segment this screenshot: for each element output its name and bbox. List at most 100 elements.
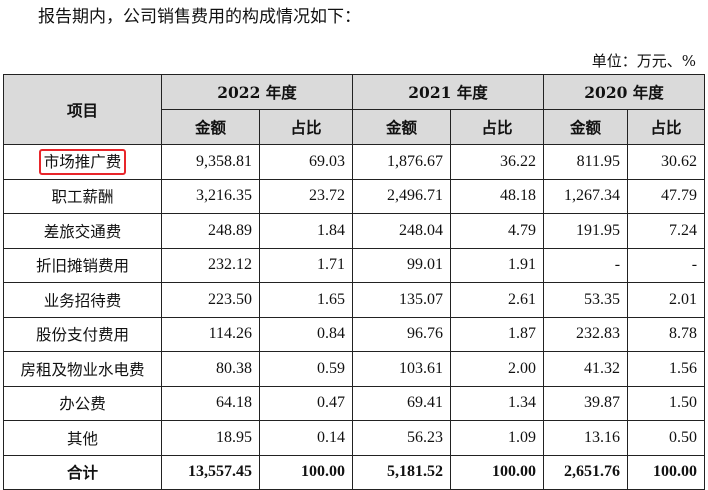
row-label-cell: 股份支付费用 — [3, 316, 162, 352]
cell-amount-2020: 41.32 — [543, 351, 629, 387]
cell-ratio-2020: 100.00 — [627, 454, 706, 490]
cell-ratio-2021: 36.22 — [450, 144, 545, 180]
header-row-years: 项目 2022 年度 2021 年度 2020 年度 — [3, 74, 706, 145]
cell-amount-2022: 114.26 — [161, 316, 260, 352]
table-row: 市场推广费 9,358.81 69.03 1,876.67 36.22 811.95 30.… — [3, 144, 706, 180]
cell-ratio-2021: 2.61 — [450, 282, 545, 318]
cell-ratio-2020: 0.50 — [627, 420, 706, 456]
row-label: 其他 — [66, 429, 98, 448]
row-label-cell: 办公费 — [3, 385, 162, 421]
table-row: 房租及物业水电费 80.38 0.59 103.61 2.00 41.32 1.56 — [3, 351, 706, 387]
row-label: 职工薪酬 — [51, 188, 114, 207]
cell-amount-2022: 13,557.45 — [161, 454, 260, 490]
cell-amount-2022: 64.18 — [161, 385, 260, 421]
cell-ratio-2022: 1.65 — [258, 282, 354, 318]
cell-ratio-2021: 2.00 — [450, 351, 545, 387]
table-row: 职工薪酬 3,216.35 23.72 2,496.71 48.18 1,267.34 47… — [3, 178, 706, 214]
amount-header: 金额 — [352, 109, 452, 145]
cell-amount-2022: 3,216.35 — [161, 178, 260, 214]
table-row: 办公费 64.18 0.47 69.41 1.34 39.87 1.50 — [3, 385, 706, 421]
cell-ratio-2020: 8.78 — [627, 316, 706, 352]
row-label-cell: 差旅交通费 — [3, 213, 162, 249]
cell-ratio-2020: - — [627, 247, 706, 283]
row-label: 办公费 — [59, 395, 106, 414]
cell-amount-2021: 69.41 — [352, 385, 452, 421]
table-row: 其他 18.95 0.14 56.23 1.09 13.16 0.50 — [3, 420, 706, 456]
unit-note: 单位：万元、% — [591, 52, 696, 70]
table-row: 差旅交通费 248.89 1.84 248.04 4.79 191.95 7.24 — [3, 213, 706, 249]
amount-header: 金额 — [543, 109, 629, 145]
table-body: 市场推广费 9,358.81 69.03 1,876.67 36.22 811.95 30.… — [3, 144, 706, 490]
year-header-2022: 2022 年度 — [160, 74, 354, 110]
cell-ratio-2020: 1.56 — [627, 351, 706, 387]
cell-amount-2021: 103.61 — [352, 351, 452, 387]
row-label-cell: 折旧摊销费用 — [3, 247, 162, 283]
ratio-header: 占比 — [450, 109, 545, 145]
cell-ratio-2020: 7.24 — [627, 213, 706, 249]
cell-amount-2020: 811.95 — [543, 144, 629, 180]
cell-amount-2020: 2,651.76 — [543, 454, 629, 490]
cell-amount-2021: 2,496.71 — [352, 178, 452, 214]
cell-ratio-2021: 1.87 — [450, 316, 545, 352]
cell-ratio-2022: 1.84 — [258, 213, 354, 249]
year-header-2021: 2021 年度 — [352, 74, 545, 110]
row-label: 股份支付费用 — [35, 326, 129, 345]
row-label: 合计 — [66, 463, 98, 483]
total-row: 合计 13,557.45 100.00 5,181.52 100.00 2,651.76 1… — [3, 454, 706, 490]
row-label: 房租及物业水电费 — [20, 360, 145, 379]
cell-amount-2021: 96.76 — [352, 316, 452, 352]
ratio-header: 占比 — [627, 109, 706, 145]
cell-ratio-2022: 0.59 — [258, 351, 354, 387]
cell-ratio-2021: 1.91 — [450, 247, 545, 283]
cell-ratio-2022: 0.47 — [258, 385, 354, 421]
cell-amount-2022: 223.50 — [161, 282, 260, 318]
cell-amount-2020: - — [543, 247, 629, 283]
cell-amount-2020: 13.16 — [543, 420, 629, 456]
cell-ratio-2022: 0.84 — [258, 316, 354, 352]
cell-amount-2021: 248.04 — [352, 213, 452, 249]
cell-amount-2021: 135.07 — [352, 282, 452, 318]
cell-ratio-2021: 1.09 — [450, 420, 545, 456]
cell-ratio-2021: 100.00 — [450, 454, 545, 490]
row-label-cell: 合计 — [3, 454, 162, 490]
cell-amount-2021: 99.01 — [352, 247, 452, 283]
intro-text: 报告期内，公司销售费用的构成情况如下： — [38, 7, 361, 27]
cell-ratio-2020: 1.50 — [627, 385, 706, 421]
ratio-header: 占比 — [258, 109, 354, 145]
cell-amount-2020: 39.87 — [543, 385, 629, 421]
cell-amount-2022: 80.38 — [161, 351, 260, 387]
cell-amount-2020: 1,267.34 — [543, 178, 629, 214]
cell-ratio-2020: 2.01 — [627, 282, 706, 318]
table-row: 业务招待费 223.50 1.65 135.07 2.61 53.35 2.01 — [3, 282, 706, 318]
cell-amount-2020: 232.83 — [543, 316, 629, 352]
cell-ratio-2021: 4.79 — [450, 213, 545, 249]
year-header-2020: 2020 年度 — [543, 74, 706, 110]
table-header: 项目 2022 年度 2021 年度 2020 年度 金额 占比 金额 占比 金… — [3, 74, 706, 145]
cell-amount-2021: 56.23 — [352, 420, 452, 456]
row-label: 业务招待费 — [43, 291, 122, 310]
highlighted-row-label: 市场推广费 — [38, 148, 127, 175]
cell-ratio-2022: 69.03 — [258, 144, 354, 180]
cell-ratio-2022: 23.72 — [258, 178, 354, 214]
table-row: 折旧摊销费用 232.12 1.71 99.01 1.91- - — [3, 247, 706, 283]
row-label-cell: 市场推广费 — [3, 144, 162, 180]
amount-header: 金额 — [161, 109, 260, 145]
cell-amount-2022: 248.89 — [161, 213, 260, 249]
cell-ratio-2021: 1.34 — [450, 385, 545, 421]
row-label: 折旧摊销费用 — [35, 257, 129, 276]
cell-ratio-2022: 0.14 — [258, 420, 354, 456]
cell-ratio-2022: 1.71 — [258, 247, 354, 283]
row-label-cell: 房租及物业水电费 — [3, 351, 162, 387]
cell-ratio-2020: 30.62 — [627, 144, 706, 180]
cell-ratio-2020: 47.79 — [627, 178, 706, 214]
cell-ratio-2022: 100.00 — [258, 454, 354, 490]
cell-amount-2021: 5,181.52 — [352, 454, 452, 490]
row-label-cell: 业务招待费 — [3, 282, 162, 318]
cell-amount-2020: 191.95 — [543, 213, 629, 249]
cell-amount-2022: 232.12 — [161, 247, 260, 283]
cell-amount-2022: 18.95 — [161, 420, 260, 456]
sales-expense-table: 项目 2022 年度 2021 年度 2020 年度 金额 占比 金额 占比 金… — [3, 74, 706, 490]
row-label: 差旅交通费 — [43, 222, 122, 241]
cell-ratio-2021: 48.18 — [450, 178, 545, 214]
row-label-cell: 其他 — [3, 420, 162, 456]
